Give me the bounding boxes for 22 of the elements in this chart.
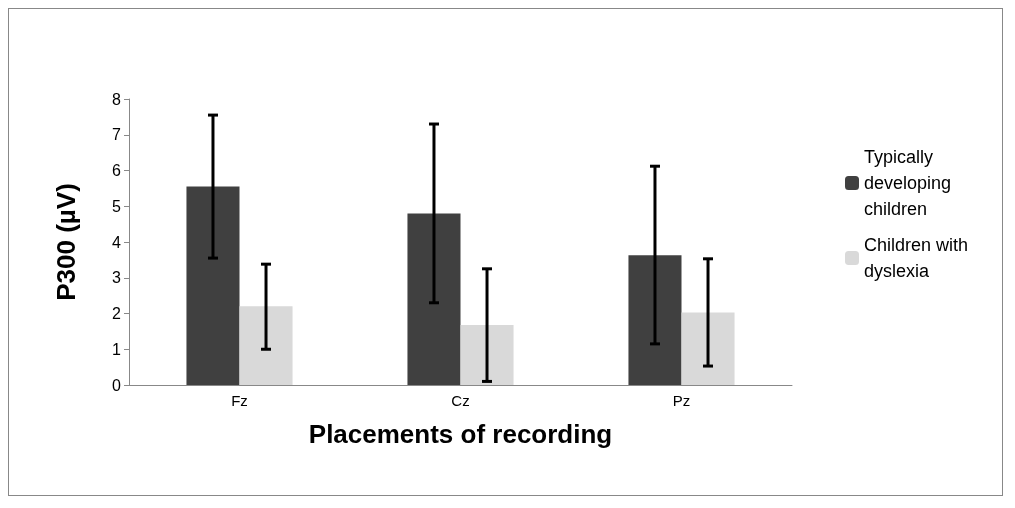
y-tick-label: 6 <box>112 162 122 179</box>
y-tick-label: 5 <box>112 197 122 215</box>
bar <box>681 312 735 385</box>
y-tick-label: 0 <box>112 376 122 394</box>
bar <box>628 255 682 385</box>
y-tick-label: 7 <box>112 126 122 144</box>
bar <box>239 306 293 385</box>
y-tick-label: 2 <box>112 305 122 322</box>
x-tick-label: Cz <box>451 392 470 409</box>
legend-label: Children with dyslexia <box>864 235 974 281</box>
bar <box>186 186 240 385</box>
y-tick-label: 3 <box>112 269 122 287</box>
y-axis-title: P300 (µV) <box>51 183 81 301</box>
bar <box>460 324 514 385</box>
y-tick-label: 8 <box>112 90 122 108</box>
x-axis-title: Placements of recording <box>308 419 613 449</box>
y-tick-label: 4 <box>112 233 122 251</box>
legend-label: Typically developing children <box>864 147 957 219</box>
y-tick-label: 1 <box>112 340 122 358</box>
x-tick-label: Fz <box>231 392 248 409</box>
x-tick-label: Pz <box>672 392 691 409</box>
bar <box>407 213 461 385</box>
